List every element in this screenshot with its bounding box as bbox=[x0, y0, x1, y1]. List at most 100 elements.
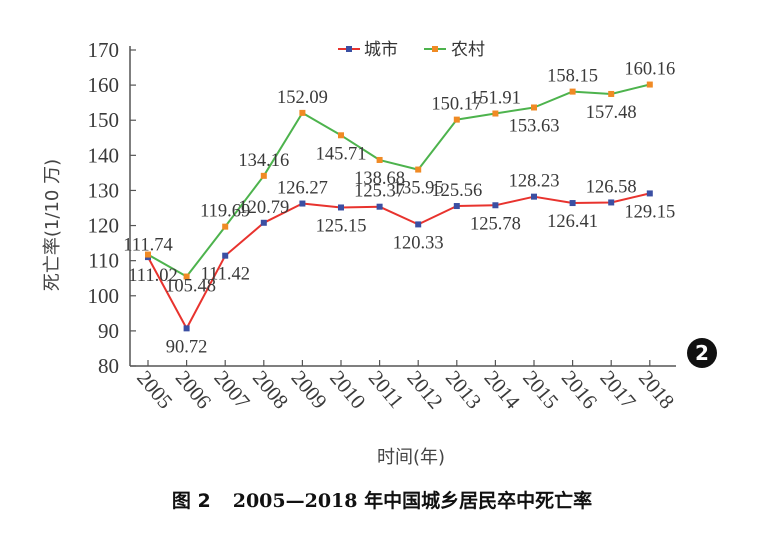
data-label-urban: 111.02 bbox=[128, 266, 178, 286]
data-label-urban: 125.56 bbox=[431, 181, 482, 201]
data-label-rural: 151.91 bbox=[470, 89, 521, 109]
figure-label: 图 2 bbox=[171, 490, 211, 512]
x-tick-label: 2014 bbox=[480, 366, 526, 414]
data-label-rural: 160.16 bbox=[624, 60, 675, 80]
data-label-urban: 125.78 bbox=[470, 214, 521, 234]
x-tick-label: 2008 bbox=[248, 366, 293, 414]
y-axis-ticks: 80 90 100 110 120 130 140 150 160 170 bbox=[88, 38, 136, 378]
legend-label-urban: 城市 bbox=[364, 40, 398, 60]
data-point-rural bbox=[299, 109, 306, 116]
data-point-rural bbox=[183, 273, 190, 280]
x-tick-label: 2005 bbox=[132, 366, 177, 414]
data-point-rural bbox=[646, 81, 653, 88]
series-points bbox=[145, 81, 653, 332]
x-axis-ticks: 2005200620072008200920102011201220132014… bbox=[132, 360, 679, 414]
data-point-urban bbox=[260, 219, 267, 226]
data-label-urban: 120.79 bbox=[238, 198, 289, 218]
data-point-urban bbox=[646, 190, 653, 197]
y-tick-label: 160 bbox=[88, 73, 120, 97]
y-tick-label: 150 bbox=[88, 108, 120, 132]
legend-item-rural: 农村 bbox=[424, 40, 485, 60]
data-point-urban bbox=[376, 203, 383, 210]
x-tick-label: 2012 bbox=[402, 366, 447, 414]
y-tick-label: 120 bbox=[88, 214, 120, 238]
x-tick-label: 2015 bbox=[518, 366, 563, 414]
data-label-rural: 105.48 bbox=[165, 277, 216, 297]
data-label-rural: 152.09 bbox=[277, 88, 328, 108]
data-point-urban bbox=[492, 202, 499, 209]
y-tick-label: 80 bbox=[98, 354, 119, 378]
data-point-rural bbox=[145, 251, 151, 258]
x-tick-label: 2017 bbox=[595, 366, 640, 414]
data-point-rural bbox=[492, 110, 499, 117]
legend-label-rural: 农村 bbox=[451, 40, 485, 60]
data-point-rural bbox=[569, 88, 576, 95]
figure-caption: 图 2 2005—2018 年中国城乡居民卒中死亡率 bbox=[0, 486, 764, 513]
data-label-rural: 150.17 bbox=[431, 95, 482, 115]
x-tick-label: 2016 bbox=[557, 366, 602, 414]
x-tick-label: 2018 bbox=[634, 366, 679, 414]
data-label-rural: 153.63 bbox=[509, 116, 560, 136]
figure-title: 2005—2018 年中国城乡居民卒中死亡率 bbox=[232, 490, 593, 512]
data-label-urban: 126.58 bbox=[586, 177, 637, 197]
x-tick-label: 2011 bbox=[364, 366, 409, 413]
data-point-urban bbox=[415, 221, 422, 228]
x-tick-label: 2010 bbox=[325, 366, 370, 414]
data-label-rural: 135.95 bbox=[393, 179, 444, 199]
x-tick-label: 2009 bbox=[287, 366, 332, 414]
data-point-rural bbox=[415, 166, 422, 173]
data-point-rural bbox=[608, 90, 615, 97]
data-point-urban bbox=[531, 193, 537, 200]
x-axis-title: 时间(年) bbox=[377, 447, 445, 468]
data-label-urban: 126.41 bbox=[547, 212, 598, 232]
x-tick-label: 2006 bbox=[171, 366, 216, 414]
data-label-rural: 138.68 bbox=[354, 169, 405, 189]
x-tick-label: 2007 bbox=[209, 366, 254, 414]
data-point-urban bbox=[608, 199, 615, 206]
data-point-rural bbox=[222, 223, 229, 230]
y-tick-label: 110 bbox=[88, 249, 119, 273]
data-point-urban bbox=[183, 325, 190, 332]
series-lines bbox=[147, 83, 651, 330]
data-point-urban bbox=[569, 200, 576, 207]
data-label-rural: 157.48 bbox=[586, 103, 637, 123]
data-label-rural: 119.69 bbox=[200, 202, 250, 222]
data-label-urban: 126.27 bbox=[277, 179, 328, 199]
data-label-urban: 90.72 bbox=[166, 337, 208, 357]
series-line-urban bbox=[147, 192, 651, 330]
y-axis-title: 死亡率(1/10 万) bbox=[42, 159, 63, 291]
axes bbox=[129, 46, 676, 367]
data-label-rural: 158.15 bbox=[547, 67, 598, 87]
data-point-urban bbox=[299, 200, 306, 207]
data-point-rural bbox=[260, 172, 267, 179]
figure-number-badge-label: 2 bbox=[695, 341, 709, 365]
y-tick-label: 100 bbox=[88, 284, 120, 308]
y-tick-label: 130 bbox=[88, 178, 120, 202]
data-label-rural: 134.16 bbox=[238, 151, 289, 171]
data-label-rural: 111.74 bbox=[123, 236, 173, 256]
legend-item-urban: 城市 bbox=[338, 40, 398, 60]
data-point-urban bbox=[338, 204, 344, 211]
data-label-urban: 125.37 bbox=[354, 182, 405, 202]
data-label-urban: 125.15 bbox=[316, 216, 367, 236]
figure-number-badge: 2 bbox=[687, 338, 717, 368]
data-label-rural: 145.71 bbox=[316, 144, 367, 164]
data-label-urban: 111.42 bbox=[200, 265, 250, 285]
data-point-rural bbox=[531, 104, 537, 111]
legend: 城市 农村 bbox=[338, 40, 485, 60]
y-tick-label: 140 bbox=[88, 143, 120, 167]
data-point-urban bbox=[222, 252, 229, 259]
data-point-rural bbox=[338, 132, 344, 139]
data-label-urban: 128.23 bbox=[509, 172, 560, 192]
x-tick-label: 2013 bbox=[441, 366, 486, 414]
data-point-urban bbox=[453, 203, 460, 210]
y-tick-label: 170 bbox=[88, 38, 120, 62]
data-point-rural bbox=[376, 156, 383, 163]
data-label-urban: 120.33 bbox=[393, 233, 444, 253]
series-line-rural bbox=[147, 83, 651, 278]
y-tick-label: 90 bbox=[98, 319, 119, 343]
data-label-urban: 129.15 bbox=[624, 202, 675, 222]
data-point-rural bbox=[453, 116, 460, 123]
